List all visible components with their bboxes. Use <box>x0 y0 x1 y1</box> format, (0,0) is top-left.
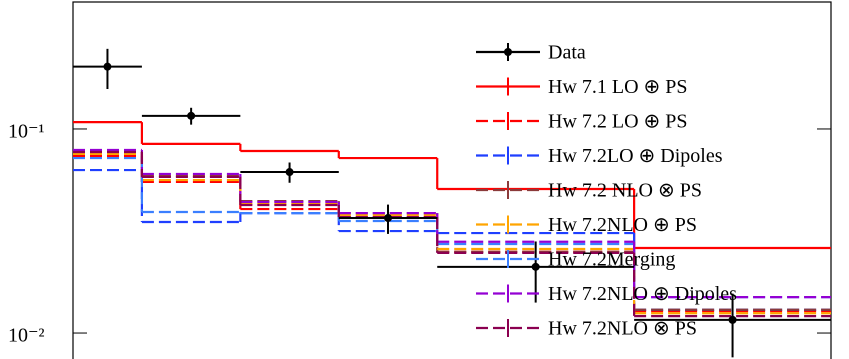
legend-label: Hw 7.2NLO ⊕ PS <box>548 214 697 236</box>
legend-label: Data <box>548 42 586 64</box>
data-point <box>187 111 196 120</box>
legend-label: Hw 7.2NLO ⊗ PS <box>548 318 697 340</box>
legend-label: Hw 7.2 LO ⊕ PS <box>548 111 688 133</box>
y-tick-label: 10⁻² <box>8 325 45 347</box>
legend-label: Hw 7.2Merging <box>548 249 675 271</box>
legend-label: Hw 7.2LO ⊕ Dipoles <box>548 145 723 167</box>
plot-frame <box>72 1 832 359</box>
legend-marker <box>504 48 512 56</box>
data-point <box>103 62 112 71</box>
legend-label: Hw 7.1 LO ⊕ PS <box>548 76 688 98</box>
legend-label: Hw 7.2 NLO ⊗ PS <box>548 180 702 202</box>
data-point <box>531 262 540 271</box>
data-point <box>728 315 737 324</box>
data-point <box>285 168 294 177</box>
y-tick-label: 10⁻¹ <box>8 121 45 143</box>
legend-label: Hw 7.2NLO ⊕ Dipoles <box>548 283 737 305</box>
data-point <box>384 214 393 223</box>
